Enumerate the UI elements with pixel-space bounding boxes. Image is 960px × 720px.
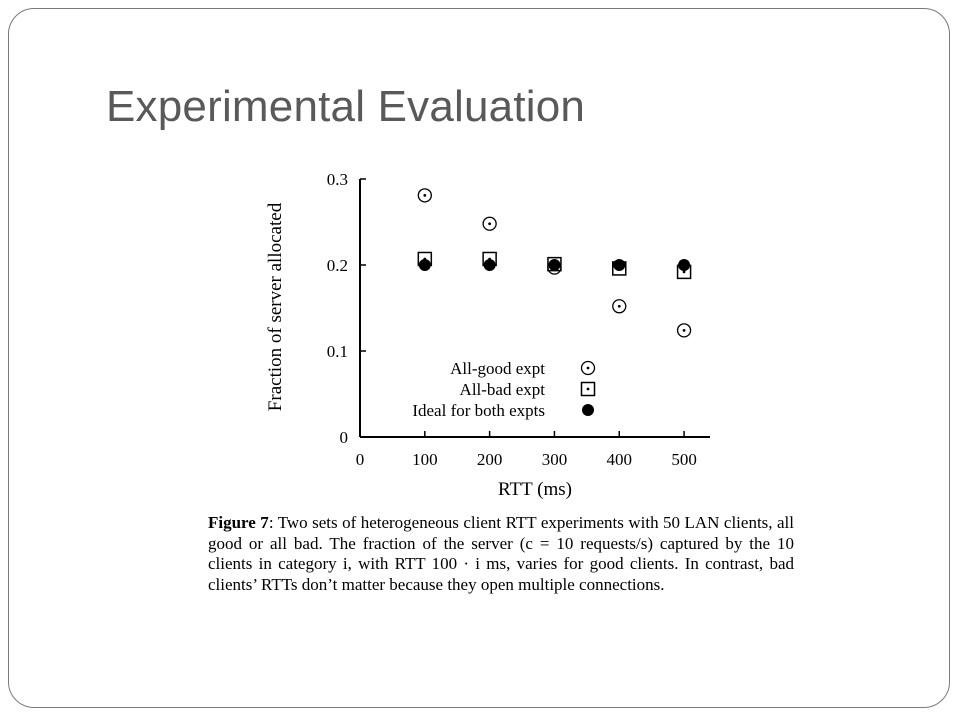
data-point-circle-dot xyxy=(417,188,432,203)
data-point-filled-circle xyxy=(678,259,691,271)
x-axis-label: RTT (ms) xyxy=(498,479,572,500)
figure-caption: Figure 7: Two sets of heterogeneous clie… xyxy=(208,513,794,595)
legend-marker-circle-dot xyxy=(580,360,596,376)
data-point-filled-circle xyxy=(483,259,496,271)
legend-marker-filled-circle xyxy=(582,404,594,416)
chart-legend: All-good expt All-bad expt Ideal for both … xyxy=(412,359,596,420)
x-tick-label: 200 xyxy=(477,450,503,469)
figure-caption-text: : Two sets of heterogeneous client RTT e… xyxy=(208,513,794,594)
legend-label: All-bad expt xyxy=(460,380,546,399)
data-point-filled-circle xyxy=(613,259,626,271)
data-point-filled-circle xyxy=(418,259,431,271)
y-tick-label: 0.3 xyxy=(327,170,348,189)
y-tick-label: 0 xyxy=(340,428,349,447)
y-tick-label: 0.1 xyxy=(327,342,348,361)
x-tick-label: 0 xyxy=(356,450,365,469)
x-tick-label: 300 xyxy=(542,450,568,469)
y-axis-label: Fraction of server allocated xyxy=(265,202,286,411)
x-tick-label: 500 xyxy=(671,450,697,469)
x-tick-label: 100 xyxy=(412,450,438,469)
data-point-circle-dot xyxy=(676,323,692,338)
figure-caption-label: Figure 7 xyxy=(208,513,269,532)
legend-marker-square-dot xyxy=(580,381,596,397)
data-point-filled-circle xyxy=(548,259,561,271)
x-tick-label: 400 xyxy=(607,450,633,469)
slide-title: Experimental Evaluation xyxy=(106,82,586,131)
y-tick-label: 0.2 xyxy=(327,256,348,275)
data-point-circle-dot xyxy=(482,216,497,231)
data-point-circle-dot xyxy=(612,299,627,314)
chart-axes xyxy=(359,179,710,438)
chart-marks xyxy=(417,188,692,338)
chart-ticks: 0 100 200 300 400 500 0 0.1 0.2 0.3 xyxy=(327,170,697,469)
legend-label: Ideal for both expts xyxy=(412,401,545,420)
legend-label: All-good expt xyxy=(450,359,545,378)
slide-frame xyxy=(8,8,950,708)
